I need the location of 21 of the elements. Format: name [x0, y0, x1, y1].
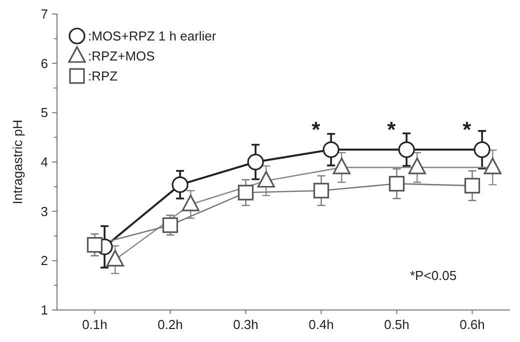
y-tick-label: 7 [40, 6, 48, 22]
y-tick-label: 4 [40, 154, 48, 170]
x-tick-label: 0.3h [233, 317, 258, 332]
legend-label: :RPZ+MOS [88, 48, 156, 64]
y-tick-label: 2 [40, 253, 48, 268]
y-tick-label: 3 [40, 204, 48, 219]
legend-label: :RPZ [88, 68, 118, 84]
legend-label: :MOS+RPZ 1 h earlier [88, 28, 217, 44]
annotation: *P<0.05 [410, 268, 457, 283]
annotation: * [387, 116, 396, 142]
y-tick-label: 5 [40, 105, 48, 120]
annotation: * [312, 116, 321, 142]
x-tick-label: 0.6h [460, 317, 485, 332]
x-tick-label: 0.5h [384, 317, 410, 332]
y-tick-label: 1 [40, 302, 48, 318]
annotation: * [462, 116, 472, 142]
x-tick-label: 0.4h [308, 317, 334, 332]
y-tick-label: 6 [40, 56, 48, 71]
y-axis-title: Intragastric pH [10, 120, 25, 204]
x-tick-label: 0.1h [82, 317, 108, 332]
x-tick-label: 0.2h [158, 317, 183, 332]
